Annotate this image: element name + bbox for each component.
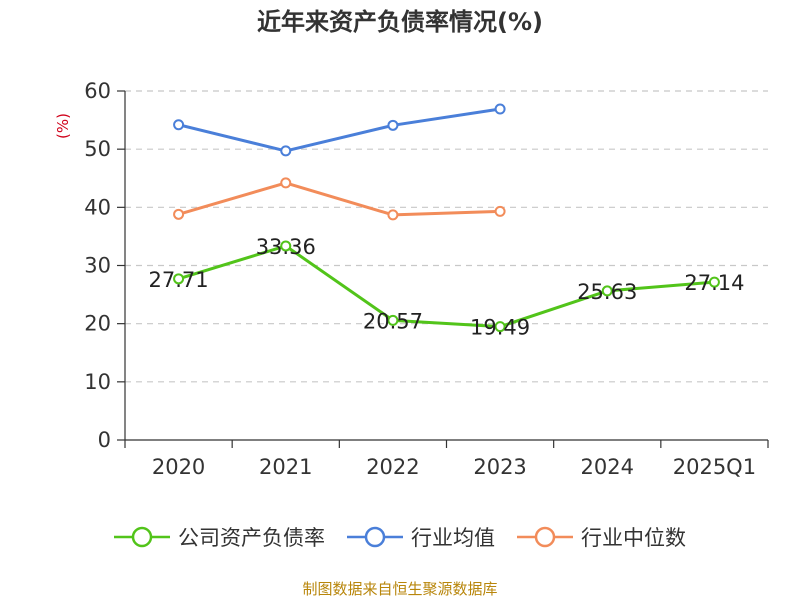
- data-label-2023: 19.49: [470, 316, 530, 340]
- series-line-0: [178, 244, 715, 329]
- legend-label-company: 公司资产负债率: [178, 526, 325, 550]
- series-0-point-2020: [173, 273, 185, 285]
- y-tick-label-60: 60: [84, 79, 111, 103]
- series-0-point-2024: [601, 285, 613, 297]
- series-line-1: [178, 107, 501, 153]
- legend-swatch-industry-median: [517, 526, 573, 548]
- data-label-2022: 20.57: [363, 309, 423, 333]
- data-label-2024: 25.63: [577, 280, 637, 304]
- series-0-point-2022: [387, 314, 399, 326]
- x-tick-label-2024: 2024: [581, 455, 634, 479]
- legend-label-industry-median: 行业中位数: [581, 526, 686, 550]
- series-1-point-2020: [173, 119, 185, 131]
- series-0-point-2021: [280, 240, 292, 252]
- chart-legend: 公司资产负债率 行业均值 行业中位数: [0, 520, 800, 554]
- x-tick-label-2025Q1: 2025Q1: [673, 455, 756, 479]
- series-2-point-2023: [494, 205, 506, 217]
- x-tick-label-2023: 2023: [473, 455, 526, 479]
- y-tick-label-50: 50: [84, 137, 111, 161]
- series-2-point-2021: [280, 177, 292, 189]
- data-label-2020: 27.71: [149, 268, 209, 292]
- data-label-2021: 33.36: [256, 235, 316, 259]
- legend-swatch-industry-mean: [347, 526, 403, 548]
- x-tick-label-2020: 2020: [152, 455, 205, 479]
- x-tick-label-2021: 2021: [259, 455, 312, 479]
- data-source-note: 制图数据来自恒生聚源数据库: [302, 580, 498, 598]
- series-line-2: [178, 181, 501, 217]
- x-tick-label-2022: 2022: [366, 455, 419, 479]
- legend-item-industry-mean[interactable]: 行业均值: [347, 522, 495, 552]
- legend-swatch-company: [114, 526, 170, 548]
- chart-title: 近年来资产负债率情况(%): [257, 8, 543, 36]
- series-2-point-2022: [387, 209, 399, 221]
- y-tick-label-20: 20: [84, 312, 111, 336]
- series-1-point-2023: [494, 103, 506, 115]
- y-tick-label-40: 40: [84, 195, 111, 219]
- series-1-point-2022: [387, 119, 399, 131]
- data-label-2025Q1: 27.14: [684, 271, 744, 295]
- y-tick-label-30: 30: [84, 254, 111, 278]
- legend-label-industry-mean: 行业均值: [411, 526, 495, 550]
- series-2-point-2020: [173, 208, 185, 220]
- series-0-point-2023: [494, 321, 506, 333]
- y-axis-unit-label: (%): [54, 113, 72, 139]
- series-1-point-2021: [280, 145, 292, 157]
- y-tick-label-10: 10: [84, 370, 111, 394]
- series-0-point-2025Q1: [708, 276, 720, 288]
- y-tick-label-0: 0: [98, 428, 111, 452]
- legend-item-company[interactable]: 公司资产负债率: [114, 522, 325, 552]
- legend-item-industry-median[interactable]: 行业中位数: [517, 522, 686, 552]
